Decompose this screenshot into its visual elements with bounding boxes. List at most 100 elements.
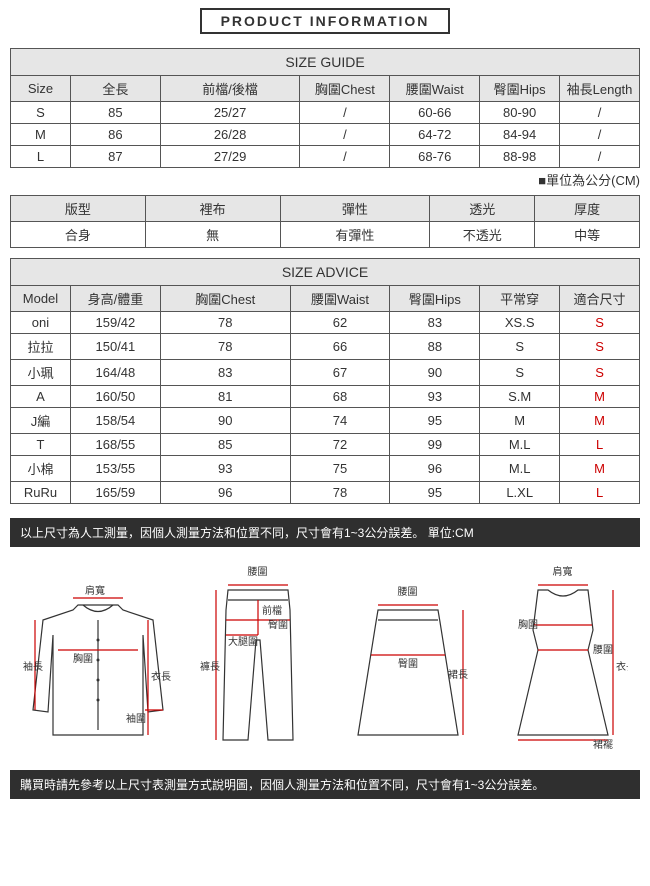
size-guide-cell: M	[11, 124, 71, 146]
size-advice-cell: A	[11, 386, 71, 408]
size-guide-header: Size	[11, 76, 71, 102]
label-skirt-hip: 臀圍	[398, 658, 418, 670]
size-advice-cell: 83	[160, 360, 290, 386]
diagram-pants: 腰圍 前檔 臀圍 大腿圍 褲長	[198, 563, 318, 750]
label-sleeve: 袖長	[23, 660, 43, 673]
size-advice-cell: 158/54	[70, 408, 160, 434]
attribute-value: 合身	[11, 222, 146, 248]
size-advice-cell: S	[560, 334, 640, 360]
size-advice-cell: RuRu	[11, 482, 71, 504]
label-cuff: 袖圍	[126, 712, 146, 725]
attribute-header: 彈性	[280, 196, 430, 222]
size-advice-header: 腰圍Waist	[290, 286, 390, 312]
size-advice-cell: 93	[160, 456, 290, 482]
size-advice-cell: 66	[290, 334, 390, 360]
diagram-skirt: 腰圍 臀圍 裙長	[343, 583, 473, 750]
size-guide-cell: /	[300, 146, 390, 168]
size-advice-cell: 75	[290, 456, 390, 482]
size-advice-cell: L	[560, 434, 640, 456]
size-advice-cell: 90	[390, 360, 480, 386]
size-advice-cell: 拉拉	[11, 334, 71, 360]
pants-svg: 前檔 臀圍 大腿圍 褲長	[198, 580, 318, 750]
size-guide-cell: 26/28	[160, 124, 300, 146]
size-advice-cell: 74	[290, 408, 390, 434]
size-advice-cell: M.L	[480, 456, 560, 482]
diagram-dress: 肩寬 胸圍 腰圍 衣長 裙襬	[498, 563, 628, 750]
shirt-svg: 肩寬 袖長 胸圍 袖圍 衣長	[23, 580, 173, 750]
size-guide-header: 袖長Length	[560, 76, 640, 102]
size-advice-cell: S	[480, 360, 560, 386]
size-advice-cell: 81	[160, 386, 290, 408]
label-hip: 臀圍	[268, 619, 288, 631]
size-advice-cell: 160/50	[70, 386, 160, 408]
size-advice-cell: 88	[390, 334, 480, 360]
size-guide-header: 胸圍Chest	[300, 76, 390, 102]
attribute-value: 無	[145, 222, 280, 248]
size-advice-table: SIZE ADVICE Model身高/體重胸圍Chest腰圍Waist臀圍Hi…	[10, 258, 640, 504]
label-dress-hem: 裙襬	[593, 738, 613, 750]
attribute-header: 裡布	[145, 196, 280, 222]
size-guide-table: SIZE GUIDE Size全長前檔/後檔胸圍Chest腰圍Waist臀圍Hi…	[10, 48, 640, 168]
attribute-header: 透光	[430, 196, 535, 222]
size-advice-cell: 83	[390, 312, 480, 334]
size-advice-cell: 168/55	[70, 434, 160, 456]
size-advice-cell: 78	[160, 312, 290, 334]
size-guide-cell: 86	[70, 124, 160, 146]
size-advice-cell: 150/41	[70, 334, 160, 360]
size-advice-cell: S	[560, 360, 640, 386]
attribute-header: 版型	[11, 196, 146, 222]
label-front: 前檔	[262, 604, 282, 617]
size-advice-cell: L	[560, 482, 640, 504]
measurement-note-bottom: 購買時請先參考以上尺寸表測量方式說明圖，因個人測量方法和位置不同，尺寸會有1~3…	[10, 770, 640, 799]
size-advice-header: 臀圍Hips	[390, 286, 480, 312]
skirt-svg: 臀圍 裙長	[343, 600, 473, 750]
size-guide-cell: S	[11, 102, 71, 124]
attribute-value: 不透光	[430, 222, 535, 248]
size-advice-cell: J編	[11, 408, 71, 434]
label-dress-waist: 腰圍	[593, 644, 613, 656]
label-plength: 褲長	[200, 660, 220, 673]
size-guide-cell: /	[300, 124, 390, 146]
label-dress-length: 衣長	[616, 660, 628, 673]
size-advice-cell: 小棉	[11, 456, 71, 482]
size-guide-cell: 88-98	[480, 146, 560, 168]
unit-note: ■單位為公分(CM)	[10, 170, 640, 189]
size-advice-cell: oni	[11, 312, 71, 334]
size-advice-cell: 165/59	[70, 482, 160, 504]
size-advice-cell: L.XL	[480, 482, 560, 504]
size-advice-cell: 95	[390, 482, 480, 504]
label-shoulder: 肩寬	[85, 584, 105, 597]
size-advice-cell: 96	[160, 482, 290, 504]
size-advice-cell: S.M	[480, 386, 560, 408]
size-guide-cell: 84-94	[480, 124, 560, 146]
size-advice-header: Model	[11, 286, 71, 312]
size-guide-cell: 60-66	[390, 102, 480, 124]
size-advice-cell: 95	[390, 408, 480, 434]
size-guide-cell: 27/29	[160, 146, 300, 168]
size-advice-cell: 78	[290, 482, 390, 504]
size-guide-cell: /	[300, 102, 390, 124]
size-guide-cell: 64-72	[390, 124, 480, 146]
size-advice-header: 胸圍Chest	[160, 286, 290, 312]
size-advice-cell: 99	[390, 434, 480, 456]
size-advice-cell: 93	[390, 386, 480, 408]
measurement-diagrams: 肩寬 袖長 胸圍 袖圍 衣長 腰圍 前檔 臀圍 大腿圍 褲長 腰圍	[10, 553, 640, 756]
size-advice-cell: M.L	[480, 434, 560, 456]
attribute-value: 有彈性	[280, 222, 430, 248]
label-dress-chest: 胸圍	[518, 618, 538, 631]
label-chest: 胸圍	[73, 652, 93, 665]
size-advice-header: 身高/體重	[70, 286, 160, 312]
size-guide-heading: SIZE GUIDE	[11, 49, 640, 76]
size-advice-cell: M	[560, 456, 640, 482]
attribute-value: 中等	[535, 222, 640, 248]
size-advice-cell: M	[560, 386, 640, 408]
label-dress-shoulder: 肩寬	[498, 563, 628, 578]
diagram-shirt: 肩寬 袖長 胸圍 袖圍 衣長	[23, 580, 173, 750]
size-advice-cell: 68	[290, 386, 390, 408]
label-waist-top: 腰圍	[198, 563, 318, 578]
size-guide-cell: /	[560, 146, 640, 168]
size-advice-cell: 159/42	[70, 312, 160, 334]
size-advice-cell: 小珮	[11, 360, 71, 386]
measurement-note-top: 以上尺寸為人工測量，因個人測量方法和位置不同，尺寸會有1~3公分誤差。 單位:C…	[10, 518, 640, 547]
label-length: 衣長	[151, 670, 171, 683]
